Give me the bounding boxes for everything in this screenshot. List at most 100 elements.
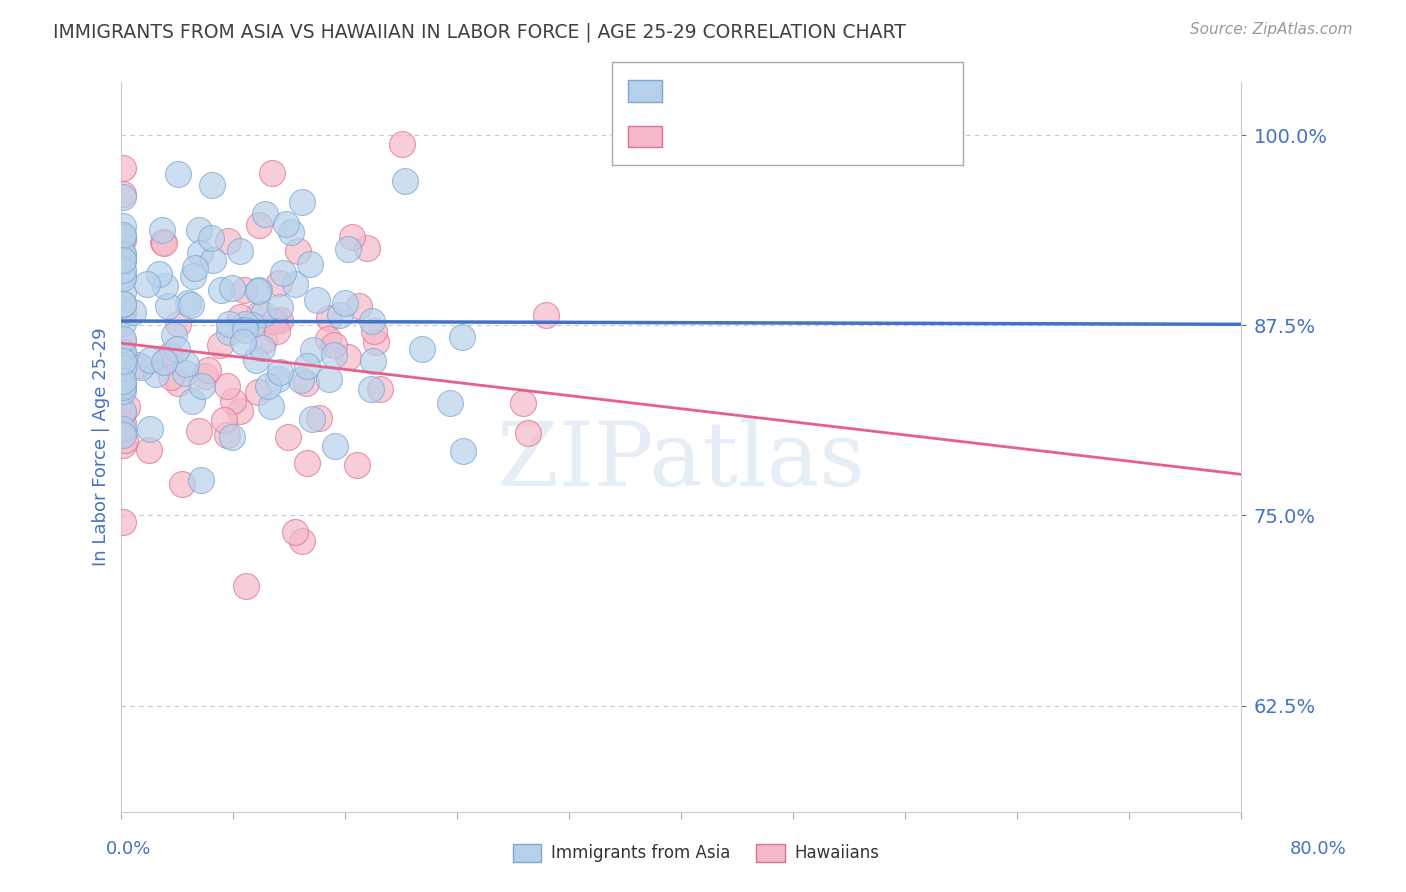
- Text: N =: N =: [787, 82, 831, 101]
- Point: [111, 233, 134, 247]
- Point: [337, 350, 360, 364]
- Text: 103: 103: [823, 82, 863, 101]
- Point: [451, 330, 474, 344]
- Point: [260, 166, 283, 180]
- Point: [323, 439, 346, 453]
- Point: [111, 285, 134, 300]
- Point: [323, 338, 346, 352]
- Point: [111, 360, 134, 375]
- Point: [222, 393, 245, 408]
- Point: [111, 297, 134, 311]
- Text: IMMIGRANTS FROM ASIA VS HAWAIIAN IN LABOR FORCE | AGE 25-29 CORRELATION CHART: IMMIGRANTS FROM ASIA VS HAWAIIAN IN LABO…: [53, 22, 907, 42]
- Point: [308, 411, 330, 425]
- Point: [221, 430, 243, 444]
- Point: [329, 308, 352, 322]
- Point: [260, 399, 283, 413]
- Text: 80.0%: 80.0%: [1291, 840, 1347, 858]
- Point: [363, 354, 385, 368]
- Point: [127, 358, 149, 372]
- Point: [111, 316, 134, 330]
- Point: [394, 174, 416, 188]
- Point: [136, 277, 159, 291]
- Point: [318, 311, 340, 326]
- Point: [191, 379, 214, 393]
- Point: [411, 342, 433, 356]
- Point: [197, 363, 219, 377]
- Point: [111, 302, 134, 317]
- Point: [111, 271, 134, 285]
- Point: [229, 403, 252, 417]
- Text: Immigrants from Asia: Immigrants from Asia: [551, 844, 731, 862]
- Point: [233, 323, 256, 337]
- Point: [269, 366, 291, 380]
- Point: [111, 403, 134, 417]
- Point: [368, 382, 391, 396]
- Point: [356, 241, 378, 255]
- Point: [156, 300, 179, 314]
- Point: [111, 384, 134, 398]
- Point: [253, 334, 276, 348]
- Point: [247, 283, 270, 297]
- Point: [294, 376, 316, 390]
- Point: [111, 252, 134, 267]
- Point: [170, 477, 193, 491]
- Point: [181, 269, 204, 284]
- Point: [245, 353, 267, 368]
- Point: [232, 283, 254, 297]
- Point: [131, 359, 153, 374]
- Point: [190, 473, 212, 487]
- Point: [153, 235, 176, 250]
- Point: [517, 426, 540, 441]
- Point: [166, 342, 188, 356]
- Point: [153, 354, 176, 368]
- Point: [111, 334, 134, 349]
- Text: ZIPatlas: ZIPatlas: [498, 418, 865, 505]
- Point: [180, 298, 202, 312]
- Point: [284, 525, 307, 540]
- Y-axis label: In Labor Force | Age 25-29: In Labor Force | Age 25-29: [93, 327, 110, 566]
- Text: Hawaiians: Hawaiians: [794, 844, 879, 862]
- Point: [316, 332, 339, 346]
- Point: [249, 218, 271, 232]
- Point: [181, 394, 204, 409]
- Point: [111, 344, 134, 359]
- Text: -0.004: -0.004: [714, 82, 783, 101]
- Point: [111, 344, 134, 359]
- Point: [256, 378, 278, 392]
- Point: [111, 422, 134, 436]
- Text: 70: 70: [823, 127, 849, 145]
- Point: [318, 372, 340, 386]
- Point: [267, 372, 290, 386]
- Point: [111, 254, 134, 268]
- Point: [111, 186, 134, 201]
- Point: [439, 396, 461, 410]
- Point: [111, 375, 134, 389]
- Point: [111, 353, 134, 368]
- Point: [217, 428, 239, 442]
- Point: [512, 395, 534, 409]
- Text: R =: R =: [672, 127, 714, 145]
- Point: [138, 443, 160, 458]
- Point: [188, 246, 211, 260]
- Point: [200, 231, 222, 245]
- Point: [166, 167, 188, 181]
- Point: [167, 376, 190, 391]
- Point: [247, 307, 270, 321]
- Point: [152, 235, 174, 250]
- Point: [111, 247, 134, 261]
- Point: [174, 357, 197, 371]
- Point: [360, 382, 382, 396]
- Point: [194, 369, 217, 384]
- Point: [323, 348, 346, 362]
- Point: [111, 251, 134, 265]
- Point: [174, 367, 197, 381]
- Point: [364, 334, 387, 349]
- Point: [253, 207, 276, 221]
- Point: [291, 534, 314, 549]
- Point: [111, 438, 134, 452]
- Point: [534, 308, 557, 322]
- Point: [111, 406, 134, 420]
- Point: [235, 578, 257, 592]
- Point: [287, 244, 309, 259]
- Point: [297, 359, 319, 373]
